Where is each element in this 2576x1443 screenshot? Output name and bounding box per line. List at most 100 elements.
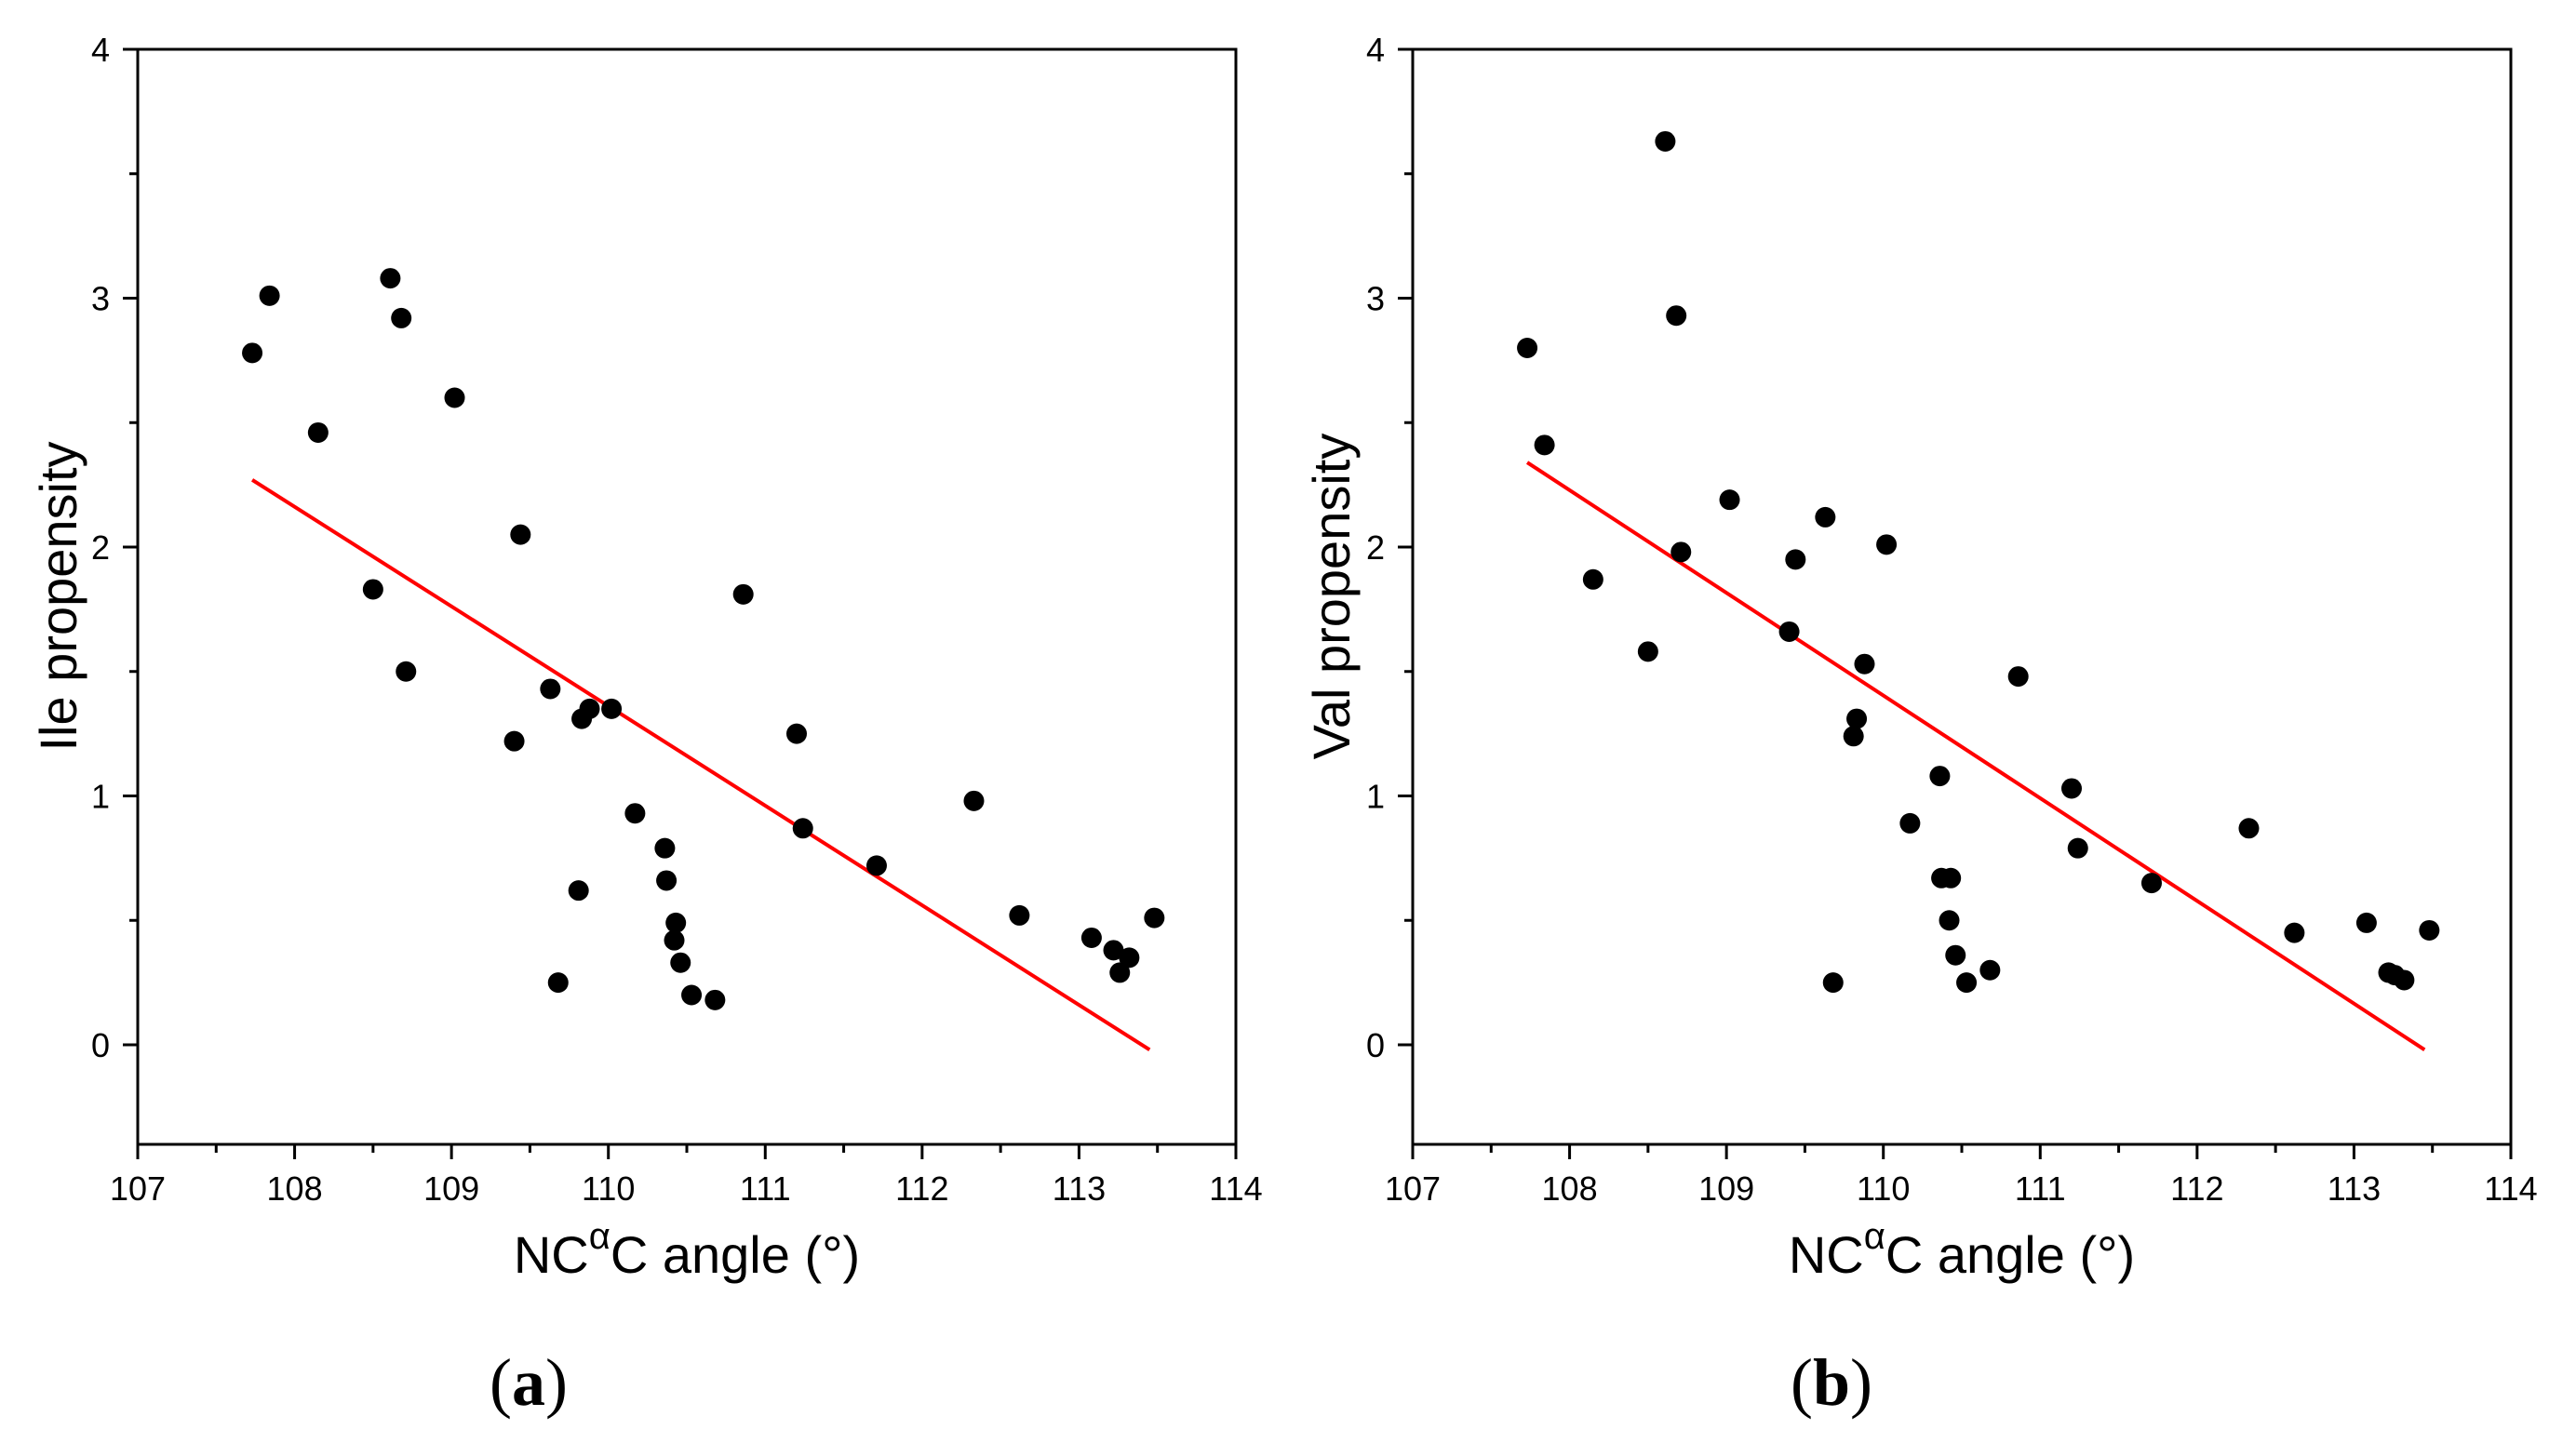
panel-a-x-tick-label: 112 xyxy=(895,1169,948,1208)
panel-b-data-point xyxy=(2394,969,2415,991)
panel-b-x-ticks: 107 108 109 110 111 112 113 114 xyxy=(1385,1144,2538,1208)
panel-a-x-axis-title-suffix: C angle (°) xyxy=(610,1225,860,1284)
panel-a-data-point xyxy=(732,583,754,605)
panel-b-data-point xyxy=(1670,541,1692,563)
panel-b-data-point xyxy=(1945,944,1966,966)
panel-b-x-tick-label: 112 xyxy=(2170,1169,2223,1208)
panel-a-x-ticks: 107 108 109 110 111 112 113 114 xyxy=(110,1144,1263,1208)
panel-b-x-axis-title-prefix: NC xyxy=(1789,1225,1864,1284)
panel-b-label-letter: b xyxy=(1813,1345,1850,1420)
panel-a-data-point xyxy=(1080,927,1102,948)
panel-a-data-point xyxy=(568,880,589,902)
panel-a-y-ticks: 0 1 2 3 4 xyxy=(91,31,138,1064)
panel-a-fit-line xyxy=(250,478,1151,1052)
panel-b-data-point xyxy=(2419,919,2440,941)
panel-a-data-point xyxy=(1144,907,1165,929)
panel-a-x-axis-title-prefix: NC xyxy=(514,1225,589,1284)
panel-b-data-point xyxy=(1815,506,1836,528)
panel-b-y-ticks: 0 1 2 3 4 xyxy=(1366,31,1413,1064)
panel-b-x-tick-label: 114 xyxy=(2484,1169,2537,1208)
panel-b-data-point xyxy=(2067,837,2088,859)
panel-b-data-point xyxy=(1940,867,1962,889)
panel-b-y-tick-label: 4 xyxy=(1366,31,1385,69)
panel-b-y-axis-title: Val propensity xyxy=(1302,434,1361,760)
panel-a-data-point xyxy=(510,524,531,545)
panel-b-data-point xyxy=(1846,708,1868,729)
panel-a-data-point xyxy=(865,855,887,876)
panel-b-x-axis-title-superscript: α xyxy=(1864,1216,1885,1257)
panel-a-data-point xyxy=(503,730,525,752)
panel-b-data-point xyxy=(1778,621,1800,642)
panel-b-data-point xyxy=(1719,489,1740,511)
panel-a-data-point xyxy=(1119,947,1140,969)
panel-a-x-axis-title: NCαC angle (°) xyxy=(514,1216,860,1284)
panel-b-data-point xyxy=(1956,972,1978,994)
panel-a-data-point xyxy=(396,661,417,682)
panel-b-data-point xyxy=(1929,766,1951,787)
panel-b-x-tick-label: 108 xyxy=(1542,1169,1598,1208)
panel-a-x-tick-label: 111 xyxy=(740,1169,791,1208)
panel-b-x-tick-label: 110 xyxy=(1857,1169,1910,1208)
panel-b-data-point xyxy=(1822,972,1844,994)
panel-b-data-point xyxy=(1655,130,1676,152)
panel-a-data-point xyxy=(654,837,676,859)
panel-a-y-tick-label: 4 xyxy=(91,31,110,69)
panel-b-label: (b) xyxy=(1791,1345,1872,1420)
panel-a-x-tick-label: 110 xyxy=(582,1169,635,1208)
panel-b-data-point xyxy=(1517,338,1538,358)
panel-b-data-point xyxy=(2355,912,2377,933)
panel-a-x-tick-label: 113 xyxy=(1053,1169,1106,1208)
panel-a-y-tick-label: 2 xyxy=(91,528,110,567)
panel-b-y-tick-label: 2 xyxy=(1366,528,1385,567)
panel-b-x-axis-title-suffix: C angle (°) xyxy=(1885,1225,2135,1284)
panel-a-data-point xyxy=(540,678,561,700)
panel-a-data-point xyxy=(242,342,263,364)
panel-a-data-point xyxy=(664,929,685,951)
panel-b-data-point xyxy=(1637,641,1658,662)
panel-a-data-point xyxy=(670,952,691,973)
panel-a-data-point xyxy=(307,421,329,443)
panel-a-data-point xyxy=(1009,904,1030,926)
panel-b-data-point xyxy=(2140,873,2162,894)
panel-a-data-point xyxy=(1109,962,1131,983)
panel-a-y-tick-label: 3 xyxy=(91,280,110,318)
panel-b-fit-line xyxy=(1525,461,2426,1052)
panel-b-data-point xyxy=(2238,818,2260,839)
panel-a-data-point xyxy=(547,972,569,994)
panel-a-data-point xyxy=(362,579,383,600)
panel-a-y-tick-label: 1 xyxy=(91,778,110,816)
panel-a-data-point xyxy=(665,912,687,933)
panel-b-data-point xyxy=(1876,534,1898,555)
panel-a-data-point xyxy=(579,698,600,719)
panel-a-marks xyxy=(242,268,1165,1052)
panel-b-data-point xyxy=(1582,568,1603,590)
panel-b-data-point xyxy=(1899,812,1921,834)
panel-a-data-point xyxy=(391,307,412,328)
panel-b-data-point xyxy=(2007,666,2029,688)
panel-b-data-point xyxy=(1979,959,2001,981)
panel-a-data-point xyxy=(601,698,623,719)
panel-a-data-point xyxy=(380,268,401,289)
panel-b-x-axis-title: NCαC angle (°) xyxy=(1789,1216,2135,1284)
panel-a-x-tick-label: 114 xyxy=(1209,1169,1262,1208)
panel-b: 107 108 109 110 111 112 113 114 0 1 2 3 4 Val prope… xyxy=(1302,31,2538,1420)
panel-a-y-axis-title: Ile propensity xyxy=(29,441,87,751)
panel-a-y-tick-label: 0 xyxy=(91,1026,110,1064)
panel-a-data-point xyxy=(444,387,465,408)
panel-b-y-tick-label: 3 xyxy=(1366,280,1385,318)
panel-a: 107 108 109 110 111 112 113 114 0 1 2 3 4 Ile prope… xyxy=(29,31,1263,1420)
panel-a-label: (a) xyxy=(490,1345,568,1420)
panel-a-label-letter: a xyxy=(512,1345,545,1420)
panel-b-y-tick-label: 1 xyxy=(1366,778,1385,816)
panel-b-data-point xyxy=(1843,726,1864,747)
panel-b-data-point xyxy=(1854,653,1875,675)
panel-a-data-point xyxy=(624,803,646,824)
panel-b-data-point xyxy=(1939,910,1960,931)
panel-a-data-point xyxy=(259,285,280,306)
panel-b-x-tick-label: 109 xyxy=(1698,1169,1754,1208)
panel-b-x-tick-label: 113 xyxy=(2328,1169,2381,1208)
panel-a-data-point xyxy=(963,790,985,811)
panel-b-data-point xyxy=(1785,549,1806,570)
panel-b-x-tick-label: 107 xyxy=(1385,1169,1441,1208)
panel-b-y-tick-label: 0 xyxy=(1366,1026,1385,1064)
